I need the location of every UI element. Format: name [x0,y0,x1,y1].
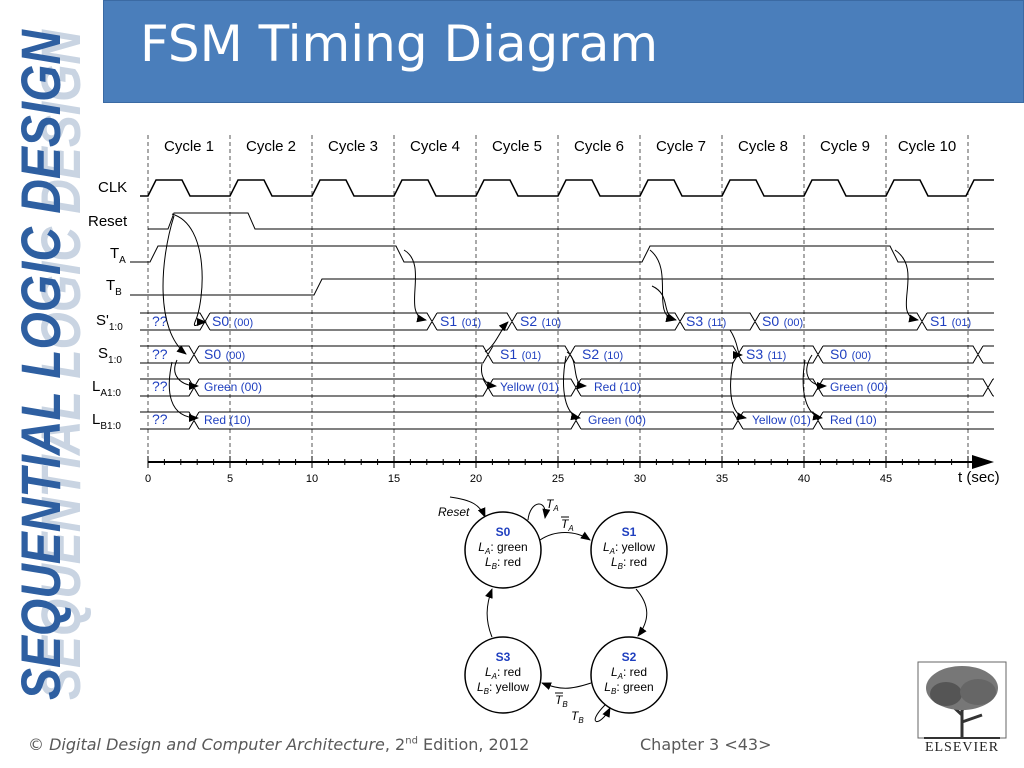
cycle-label: Cycle 9 [820,138,870,155]
s-value: S0 (00) [204,346,245,363]
time-tick-label: 25 [552,473,564,485]
snext-label: S'1:0 [96,312,123,333]
tb-waveform [130,279,994,295]
s0-self-label: TA [546,497,559,513]
state-s0: S0 LA: green LB: red [465,512,541,588]
svg-text:S0: S0 [496,525,511,539]
s-label: S1:0 [98,345,122,366]
edition-pre: , 2 [385,735,405,754]
svg-text:S3: S3 [496,650,511,664]
cycle-label: Cycle 3 [328,138,378,155]
svg-text:LA: red: LA: red [485,665,521,681]
s-value: S3 (11) [746,346,786,363]
time-tick-label: 35 [716,473,728,485]
snext-value: S1 (01) [440,313,481,330]
lb-value: ?? [152,411,168,427]
s3-to-s0-arrow [487,589,492,637]
edition-post: Edition, 2012 [418,735,529,754]
time-axis-arrow [972,455,994,469]
time-tick-label: 40 [798,473,810,485]
copyright-symbol: © [28,735,44,754]
state-s1: S1 LA: yellow LB: red [591,512,667,588]
footer-citation: © Digital Design and Computer Architectu… [28,735,529,754]
la-value: Red (10) [594,380,641,394]
lb-value: Red (10) [204,413,251,427]
clk-label: CLK [98,179,127,196]
publisher-name: ELSEVIER [916,740,1008,756]
svg-text:S2: S2 [622,650,637,664]
reset-waveform [148,213,994,229]
cycle-label: Cycle 4 [410,138,460,155]
s-value: S1 (01) [500,346,541,363]
snext-value: S0 (00) [762,313,803,330]
s0-to-s1-label: TA [561,517,574,533]
ta-waveform [130,246,994,262]
lb-value: Green (00) [588,413,646,427]
cycle-labels: Cycle 1 Cycle 2 Cycle 3 Cycle 4 Cycle 5 Cycle… [164,138,956,155]
bus-trace [140,313,994,330]
s0-to-s1-arrow [540,533,590,541]
lb-label: LB1:0 [92,411,121,432]
s0-self-loop [528,504,545,520]
state-diagram: Reset S0 LA: green LB: red S1 LA: yellow… [438,497,667,725]
svg-text:LB: red: LB: red [485,555,521,571]
cycle-label: Cycle 2 [246,138,296,155]
s1-to-s2-arrow [636,589,647,636]
s-value: ?? [152,346,168,362]
time-tick-label: 45 [880,473,892,485]
time-tick-label: 0 [145,473,151,485]
la-value: Green (00) [204,380,262,394]
cycle-label: Cycle 6 [574,138,624,155]
state-s3: S3 LA: red LB: yellow [465,637,541,713]
state-s2: S2 LA: red LB: green [591,637,667,713]
cycle-label: Cycle 1 [164,138,214,155]
lb-value: Yellow (01) [752,413,811,427]
s2-self-label: TB [571,709,584,725]
la-value: Green (00) [830,380,888,394]
time-tick-label: 5 [227,473,233,485]
clk-waveform [140,180,994,196]
svg-text:LA: red: LA: red [611,665,647,681]
cycle-label: Cycle 8 [738,138,788,155]
reset-transition-label: Reset [438,505,470,519]
time-tick-label: 10 [306,473,318,485]
snext-value: S0 (00) [212,313,253,330]
svg-text:LB: red: LB: red [611,555,647,571]
snext-bus [140,313,994,330]
lb-value: Red (10) [830,413,877,427]
snext-value: S3 (11) [686,313,726,330]
s2-self-loop [595,705,610,722]
s-value: S0 (00) [830,346,871,363]
s-value: S2 (10) [582,346,623,363]
ta-label: TA [110,245,126,266]
reset-label: Reset [88,213,128,230]
time-tick-label: 15 [388,473,400,485]
s2-to-s3-label: TB [555,693,568,709]
snext-value: S2 (10) [520,313,561,330]
s2-to-s3-arrow [542,683,591,688]
tb-label: TB [106,277,122,298]
time-tick-label: 20 [470,473,482,485]
la-value: Yellow (01) [500,380,559,394]
cycle-label: Cycle 5 [492,138,542,155]
svg-text:TB: TB [555,693,568,709]
snext-value: S1 (01) [930,313,971,330]
svg-text:S1: S1 [622,525,637,539]
chapter-page: Chapter 3 <43> [640,735,772,754]
svg-text:TA: TA [561,517,574,533]
edition-sup: nd [405,736,418,747]
cycle-label: Cycle 7 [656,138,706,155]
time-axis-label: t (sec) [958,469,1000,486]
time-tick-label: 30 [634,473,646,485]
time-tick-labels: 0 5 10 15 20 25 30 35 40 45 [145,473,892,485]
la-label: LA1:0 [92,378,121,399]
book-title: Digital Design and Computer Architecture [49,735,385,754]
la-value: ?? [152,378,168,394]
cycle-label: Cycle 10 [898,138,956,155]
